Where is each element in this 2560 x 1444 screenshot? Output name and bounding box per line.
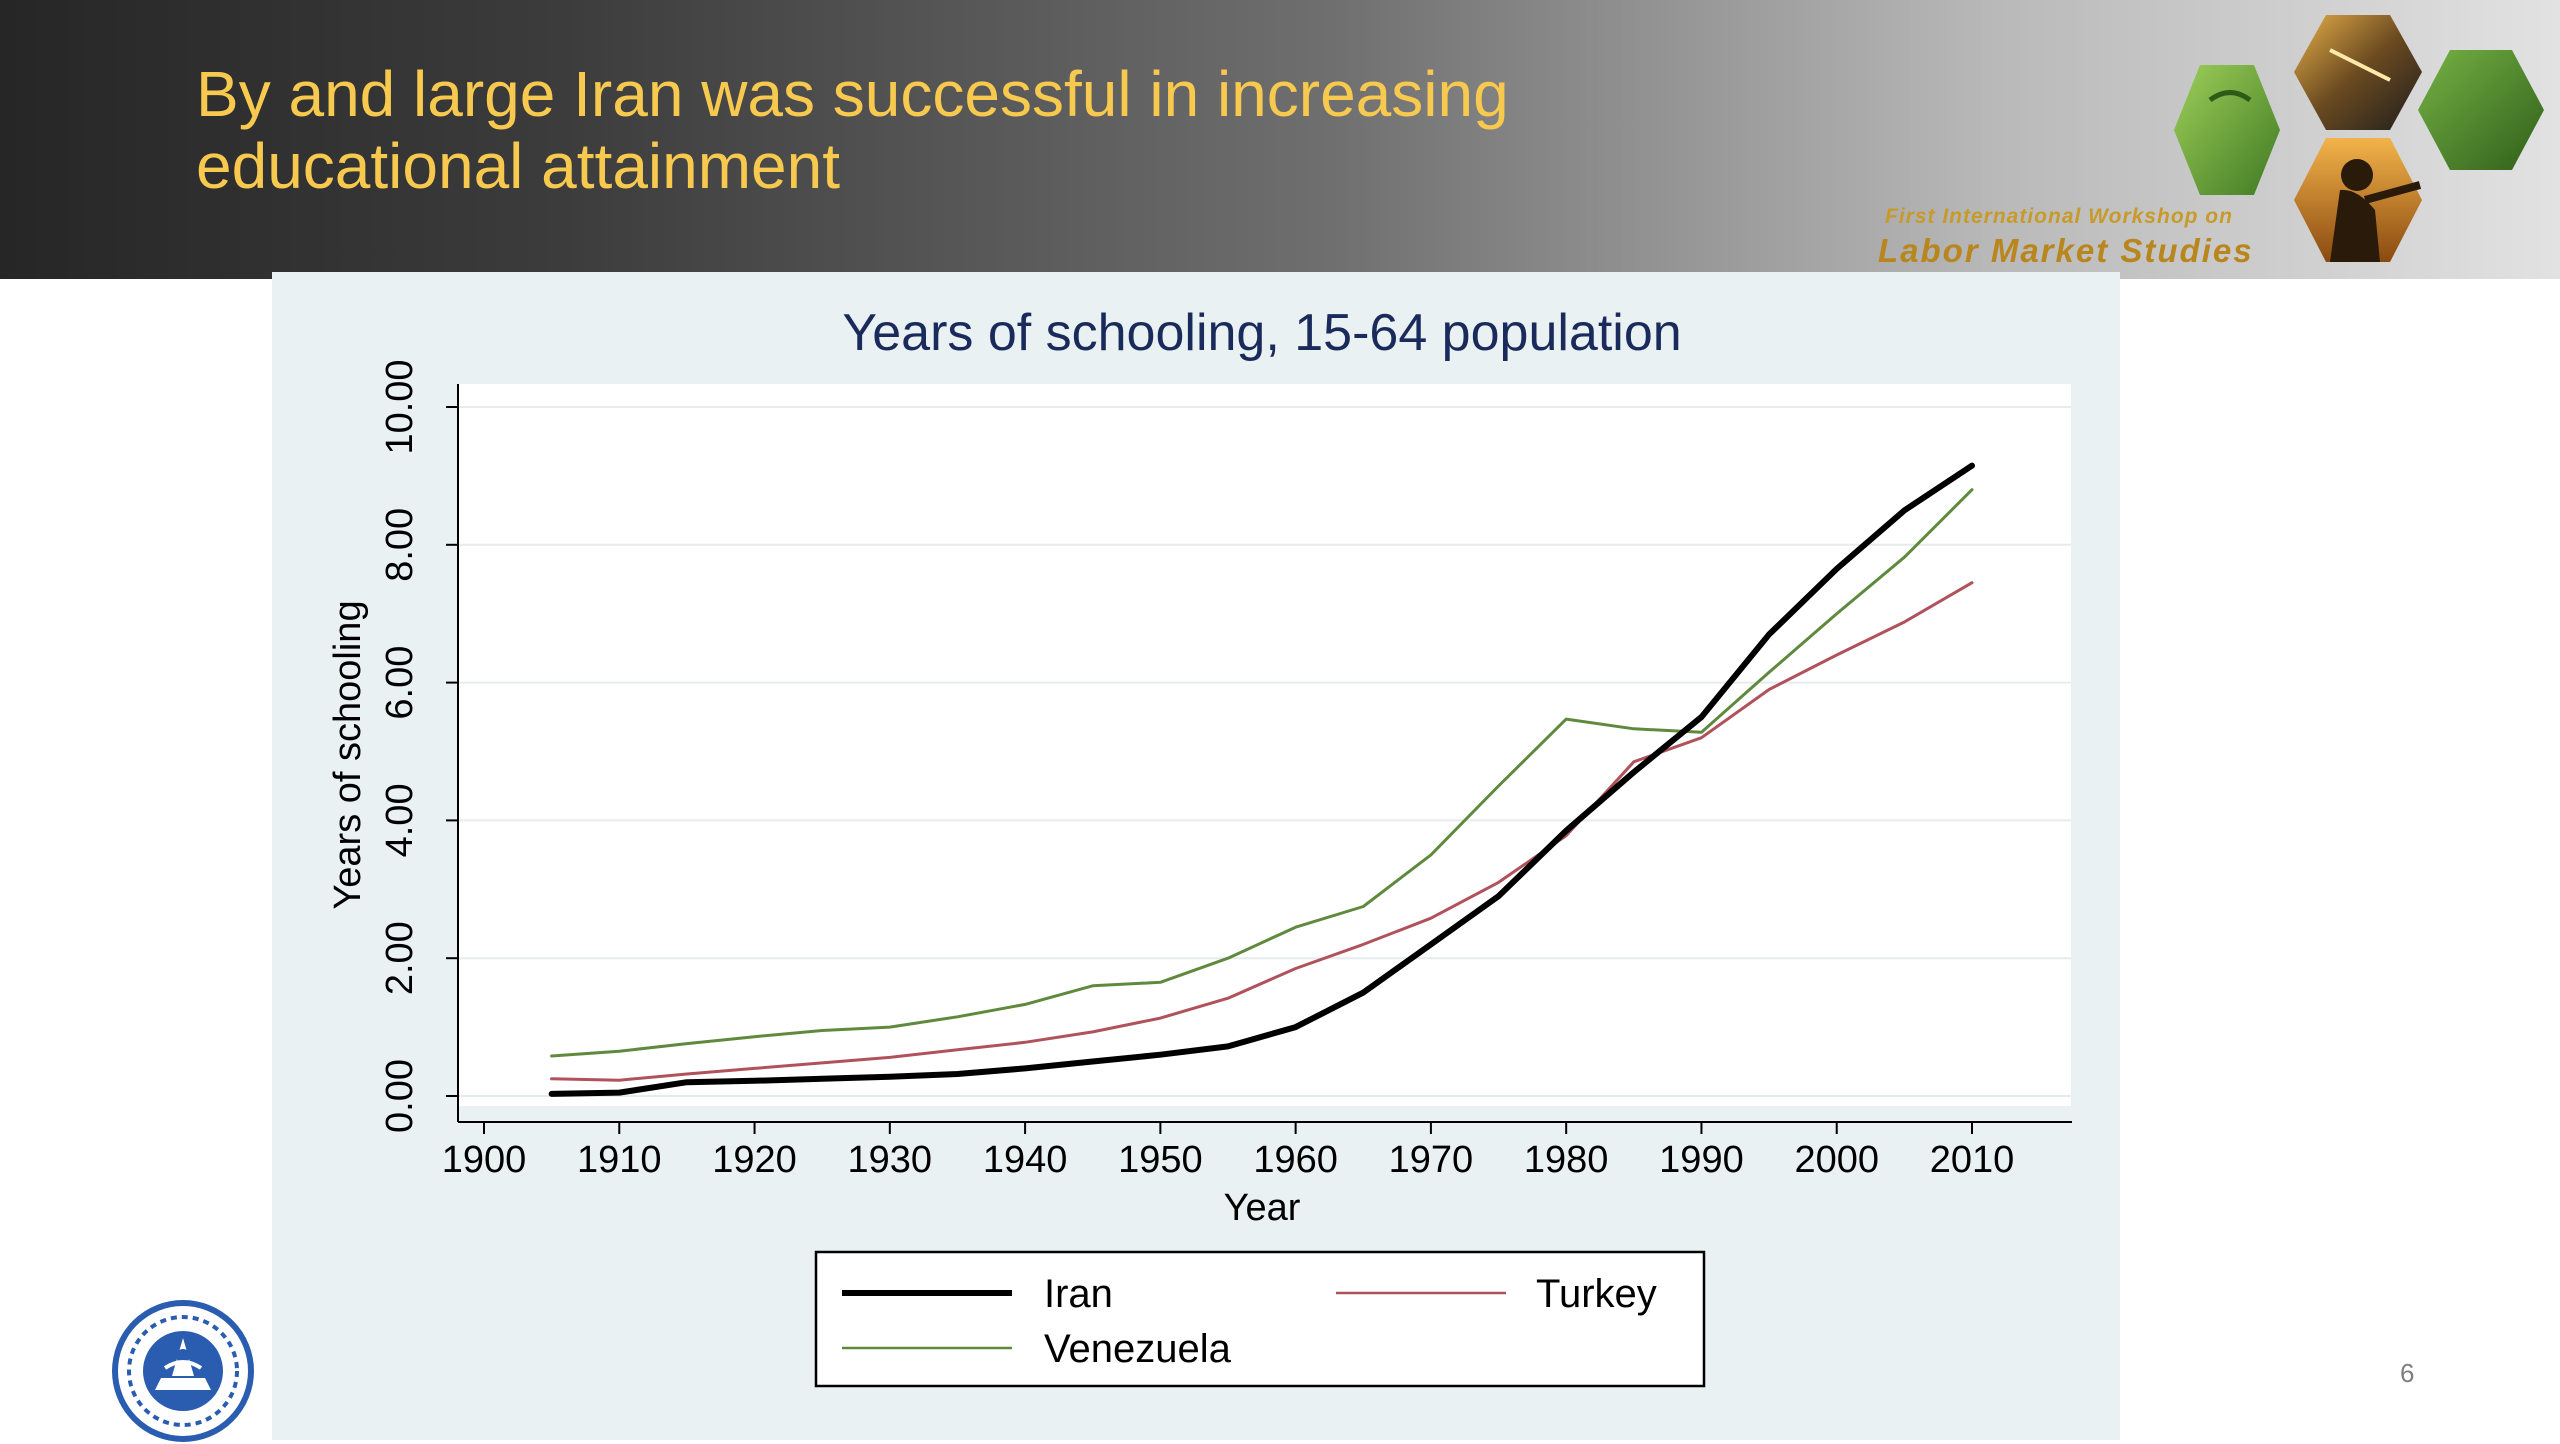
series-lines (548, 462, 1975, 1097)
x-tick-label: 1980 (1524, 1139, 1609, 1181)
series-line-turkey (550, 581, 1974, 1082)
workshop-name-line-1: First International Workshop on (1885, 205, 2233, 228)
y-tick-label: 10.00 (379, 359, 421, 454)
x-tick-label: 1960 (1253, 1139, 1338, 1181)
chart-panel: Years of schooling, 15-64 population 0.0… (272, 272, 2120, 1440)
legend-label-turkey: Turkey (1536, 1272, 1657, 1316)
slide-title-line-1: By and large Iran was successful in incr… (196, 58, 1509, 130)
university-seal-icon (112, 1300, 254, 1442)
x-axis: 1900 1910 1920 1930 1940 1950 1960 1970 1980 1990… (442, 1121, 2072, 1181)
plot-area (458, 384, 2071, 1106)
x-tick-label: 2010 (1930, 1139, 2015, 1181)
slide-title-line-2: educational attainment (196, 130, 840, 202)
x-tick-label: 1910 (577, 1139, 662, 1181)
farm-hexagon (2174, 65, 2280, 195)
x-tick-label: 1990 (1659, 1139, 1744, 1181)
y-tick-label: 4.00 (379, 783, 421, 857)
workshop-name-line-2: Labor Market Studies (1878, 232, 2254, 269)
slide-title: By and large Iran was successful in incr… (196, 58, 1646, 202)
x-tick-label: 1930 (848, 1139, 933, 1181)
gridlines (458, 406, 2071, 1097)
y-tick-label: 0.00 (379, 1059, 421, 1133)
x-tick-label: 1940 (983, 1139, 1068, 1181)
y-axis-label: Years of schooling (327, 600, 369, 909)
x-tick-label: 2000 (1794, 1139, 1879, 1181)
x-tick-label: 1920 (712, 1139, 797, 1181)
slide-header-banner: By and large Iran was successful in incr… (0, 0, 2560, 279)
field-hexagon (2418, 50, 2544, 170)
y-axis: 0.00 2.00 4.00 6.00 8.00 10.00 (379, 359, 459, 1133)
schooling-line-chart: Years of schooling, 15-64 population 0.0… (327, 304, 2072, 1388)
hexagon-photo-collage-icon (2174, 15, 2544, 262)
chart-title: Years of schooling, 15-64 population (842, 304, 1681, 362)
page-number: 6 (2400, 1358, 2415, 1388)
y-tick-label: 2.00 (379, 921, 421, 995)
series-line-venezuela (550, 488, 1974, 1058)
welding-hexagon (2294, 15, 2422, 130)
x-axis-label: Year (1224, 1187, 1301, 1229)
series-line-iran (548, 462, 1975, 1097)
y-tick-label: 6.00 (379, 646, 421, 720)
legend: Iran Turkey Venezuela (814, 1250, 1706, 1388)
y-tick-label: 8.00 (379, 508, 421, 582)
legend-label-iran: Iran (1044, 1272, 1113, 1316)
x-tick-label: 1970 (1389, 1139, 1474, 1181)
x-tick-label: 1950 (1118, 1139, 1203, 1181)
legend-box (814, 1250, 1706, 1388)
legend-label-venezuela: Venezuela (1044, 1327, 1232, 1371)
x-tick-label: 1900 (442, 1139, 527, 1181)
